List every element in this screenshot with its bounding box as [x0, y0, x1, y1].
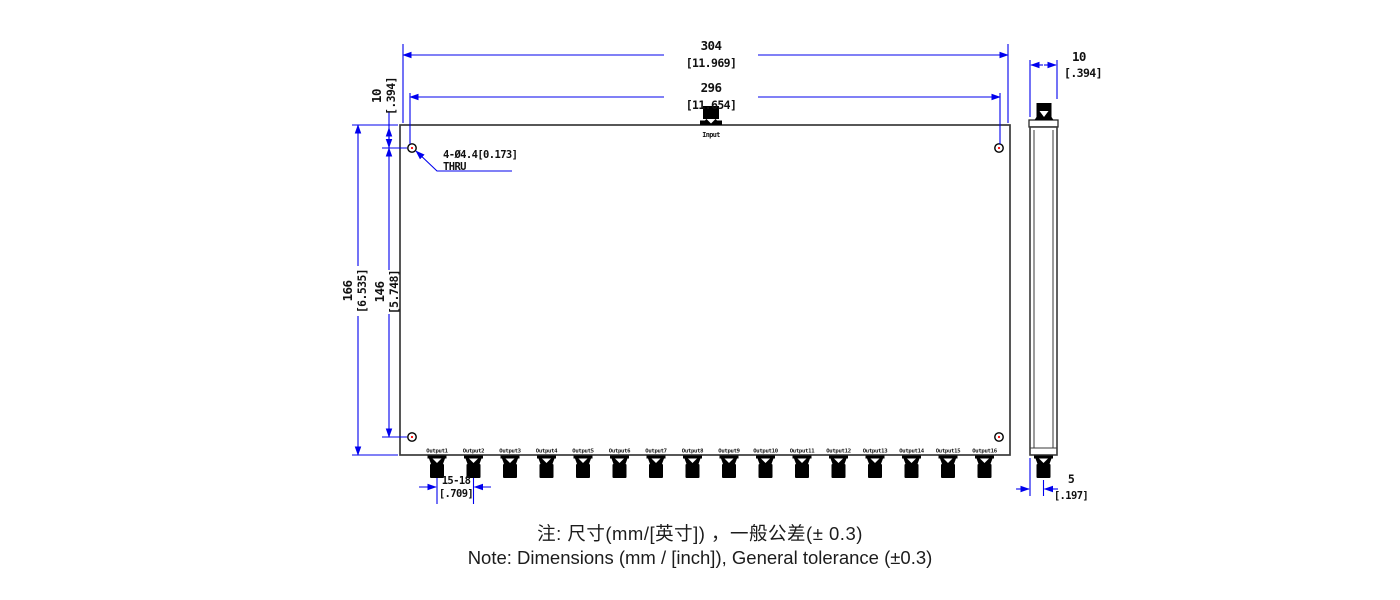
dim-pitch-in: [.709]	[439, 488, 473, 500]
side-input-connector	[1034, 103, 1054, 120]
output-label: Output9	[718, 449, 740, 455]
dim-166-in: [6.535]	[355, 269, 369, 313]
output-label: Output12	[826, 449, 851, 455]
output-label: Output6	[609, 449, 631, 455]
dim-10-mm: 10	[369, 89, 384, 103]
output-connector	[829, 455, 848, 478]
dim-296-mm: 296	[701, 80, 722, 95]
input-connector	[700, 106, 722, 125]
output-label: Output8	[682, 449, 704, 455]
output-label: Output3	[499, 449, 520, 455]
dim-hole-span-h	[409, 93, 1001, 144]
output-connector	[500, 455, 520, 478]
output-connector	[975, 455, 994, 478]
output-label: Output13	[863, 449, 888, 455]
output-connector	[683, 455, 702, 478]
output-label: Output16	[972, 449, 997, 455]
hole-center-mark	[997, 146, 1001, 150]
dim-connector-offset	[1016, 458, 1058, 496]
output-connector	[792, 455, 812, 478]
dim-side-width	[1029, 60, 1058, 117]
output-label: Output7	[645, 449, 666, 455]
dim-304-in: [11.969]	[686, 56, 737, 70]
dim-5-in: [.197]	[1054, 490, 1088, 502]
hole-callout-leader	[415, 150, 512, 172]
hole-callout-line1: 4-Ø4.4[0.173]	[443, 149, 517, 161]
output-connector	[610, 455, 629, 478]
hole-center-mark	[997, 435, 1001, 439]
output-label: Output4	[536, 449, 558, 455]
dim-outer-width	[402, 44, 1009, 123]
tolerance-notes: 注: 尺寸(mm/[英寸]) ，一般公差(± 0.3) Note: Dimens…	[0, 522, 1400, 570]
output-label: Output14	[899, 449, 924, 455]
dim-304-mm: 304	[701, 38, 722, 53]
output-label: Output15	[936, 449, 961, 455]
side-view-flange	[1028, 119, 1059, 128]
side-output-connector	[1034, 455, 1053, 478]
output-connector	[938, 455, 958, 478]
output-label: Output1	[426, 449, 448, 455]
dim-side-10-in: [.394]	[1064, 66, 1102, 80]
output-connector	[573, 455, 593, 478]
output-labels: Output1 Output2 Output3 Output4 Output5 …	[426, 449, 998, 455]
hole-center-mark	[410, 146, 414, 150]
output-connector	[646, 455, 666, 478]
dim-296-in: [11.654]	[686, 98, 737, 112]
dim-146-in: [5.748]	[387, 270, 401, 314]
output-connector	[537, 455, 556, 478]
output-connector	[719, 455, 739, 478]
dim-146-mm: 146	[372, 282, 387, 303]
hole-center-mark	[410, 435, 414, 439]
input-label: Input	[702, 131, 720, 139]
hole-callout-line2: THRU	[443, 161, 466, 173]
output-label: Output11	[790, 449, 815, 455]
dimension-text: 304 [11.969] 296 [11.654] 166 [6.535] 14…	[340, 38, 1103, 502]
dim-output-pitch	[419, 478, 491, 504]
front-view-body	[399, 124, 1011, 456]
dim-pitch-mm: 15-18	[442, 475, 471, 487]
front-view: Input Output1 Output2 Output3 Output4	[399, 106, 1011, 478]
side-view	[1028, 103, 1059, 478]
dimension-lines	[352, 44, 1058, 504]
dim-side-10-mm: 10	[1072, 49, 1086, 64]
output-connector	[902, 455, 921, 478]
output-connectors	[427, 455, 994, 478]
dim-10-in: [.394]	[384, 77, 398, 115]
note-chinese: 注: 尺寸(mm/[英寸]) ，一般公差(± 0.3)	[537, 523, 863, 544]
output-label: Output5	[572, 449, 593, 455]
dim-166-mm: 166	[340, 281, 355, 302]
note-english: Note: Dimensions (mm / [inch]), General …	[467, 547, 933, 568]
output-connector	[865, 455, 885, 478]
output-label: Output2	[463, 449, 484, 455]
dim-outer-height	[352, 124, 398, 456]
output-connector	[756, 455, 775, 478]
output-label: Output10	[753, 449, 778, 455]
dim-5-mm: 5	[1068, 472, 1075, 486]
